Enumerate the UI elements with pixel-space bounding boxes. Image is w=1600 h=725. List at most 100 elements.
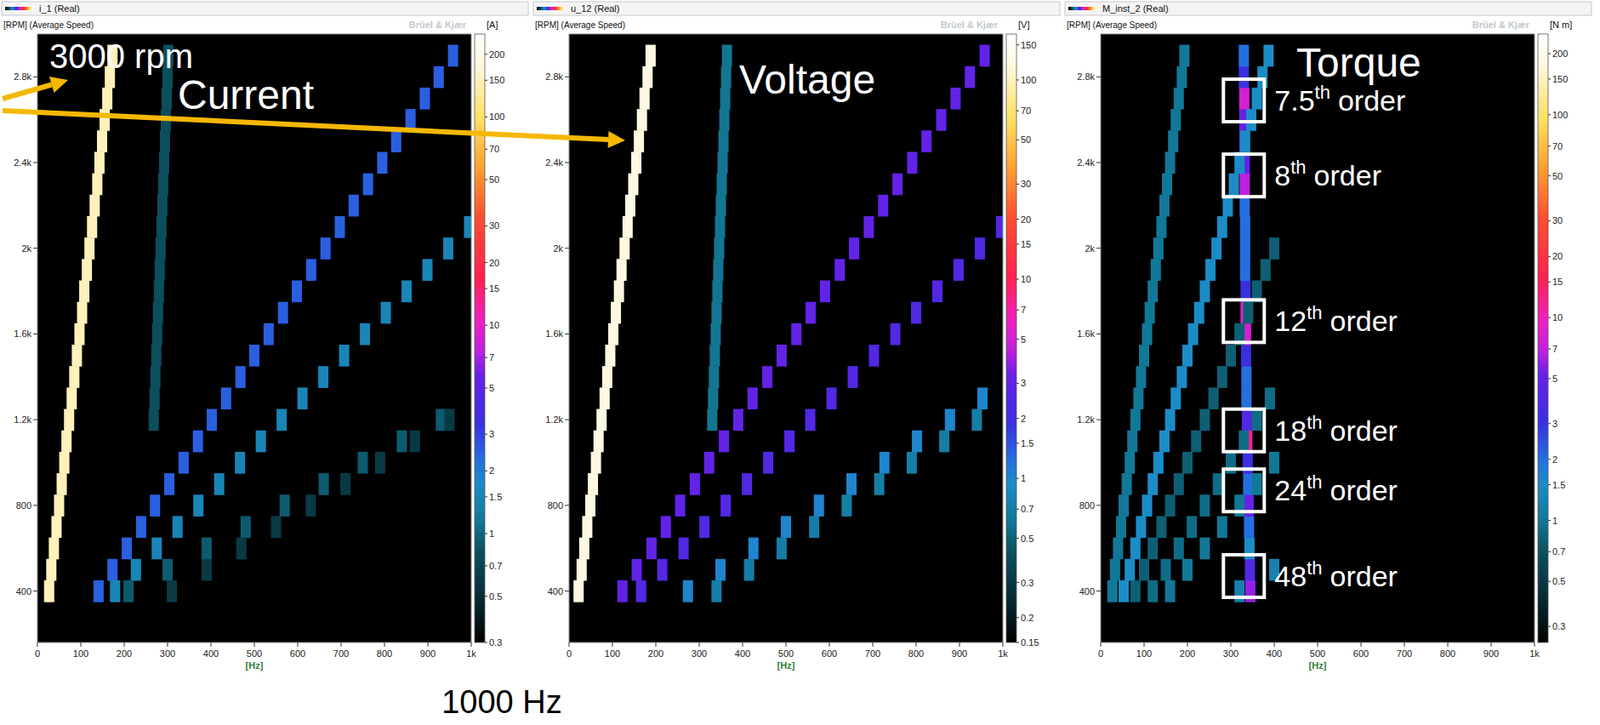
colorbar-tick-label: 2: [489, 465, 495, 476]
channel-name: i_1 (Real): [39, 3, 80, 14]
cell: [625, 194, 636, 217]
cell: [1238, 430, 1249, 453]
cell: [714, 216, 725, 239]
y-tick: [33, 590, 38, 592]
colorbar-tick-label: 15: [1552, 276, 1563, 287]
y-tick: [564, 247, 570, 249]
cell: [1127, 430, 1138, 453]
colorbar-tick-label: 1.5: [489, 491, 502, 502]
y-tick-label: 2k: [1084, 243, 1095, 254]
panel: i_1 (Real)[RPM] (Average Speed)Brüel & K…: [1, 1, 529, 671]
cell: [1135, 515, 1146, 538]
cell: [657, 558, 668, 581]
cell: [604, 344, 615, 367]
cell: [805, 301, 816, 325]
plot-frame: [37, 34, 472, 643]
cell: [699, 515, 710, 538]
x-tick-label: 900: [420, 648, 436, 659]
cell: [1173, 537, 1185, 560]
cell: [159, 151, 170, 174]
y-tick-label: 400: [16, 586, 32, 597]
cell: [622, 216, 633, 239]
cell: [1153, 451, 1164, 474]
colorbar-tick: [1016, 279, 1020, 280]
cell: [201, 537, 212, 560]
cell: [1161, 173, 1173, 196]
cell: [1208, 387, 1219, 410]
colorbar-tick-label: 0.3: [489, 637, 502, 648]
colorbar-tick-label: 2: [1552, 454, 1558, 465]
colorbar-tick: [484, 324, 488, 326]
colorbar-tick: [484, 564, 488, 566]
cell: [348, 194, 359, 217]
cell: [704, 451, 715, 474]
y-tick-label: 2.4k: [545, 157, 564, 168]
cell: [123, 580, 134, 603]
y-tick: [564, 162, 570, 164]
cell: [154, 258, 166, 281]
order-word: order: [1338, 84, 1406, 117]
cell: [433, 66, 445, 89]
x-tick-label: 500: [1309, 648, 1326, 659]
cell: [156, 216, 167, 239]
x-tick-label: 400: [203, 648, 219, 659]
colorbar-tick: [1548, 422, 1551, 424]
cell: [1147, 280, 1158, 303]
x-tick: [1144, 642, 1145, 647]
cell: [166, 580, 177, 603]
y-tick: [564, 76, 570, 78]
colorbar-tick: [1016, 537, 1020, 539]
cell: [1130, 580, 1141, 603]
cell: [1252, 472, 1263, 496]
panel: M_inst_2 (Real)[RPM] (Average Speed)Brüe…: [1064, 1, 1592, 671]
order-box: [1223, 153, 1265, 197]
colorbar-tick: [1016, 508, 1020, 510]
x-tick: [124, 642, 126, 647]
cell: [977, 387, 988, 410]
x-tick: [1100, 642, 1102, 647]
cell: [1217, 216, 1228, 239]
colorbar-tick: [484, 642, 488, 644]
cell: [921, 130, 932, 153]
y-tick-label: 1.6k: [13, 328, 32, 339]
x-tick: [1404, 642, 1406, 647]
colorbar-tick: [1016, 338, 1020, 340]
y-tick-label: 2k: [552, 243, 564, 254]
colorbar-tick: [484, 148, 488, 150]
order-box: [1223, 299, 1265, 342]
cells: [573, 45, 1003, 603]
cell: [306, 258, 317, 281]
cell: [585, 494, 596, 517]
colorbar-tick: [1548, 348, 1551, 350]
y-tick-label: 2.8k: [1076, 71, 1095, 82]
cell: [1205, 258, 1216, 281]
cell: [713, 237, 724, 260]
order-suffix: th: [1306, 301, 1322, 324]
colorbar-tick: [1548, 458, 1551, 460]
cell: [1238, 45, 1249, 68]
cell: [318, 472, 330, 496]
cell: [744, 558, 755, 581]
cell: [149, 494, 160, 517]
cell: [1155, 216, 1167, 239]
order-word: order: [1329, 559, 1397, 593]
y-tick-label: 1.2k: [1076, 414, 1095, 425]
colorbar-tick: [1016, 417, 1020, 419]
colorbar-tick: [484, 357, 488, 359]
x-tick-label: 800: [1440, 648, 1456, 659]
cell: [1142, 323, 1153, 346]
cell: [579, 537, 590, 560]
colorbar-tick: [1548, 256, 1551, 257]
colorbar-tick: [1016, 110, 1020, 112]
cell: [77, 301, 88, 325]
cell: [79, 280, 90, 303]
y-tick: [1096, 162, 1101, 164]
cell: [936, 108, 947, 131]
colorbar-tick: [484, 288, 488, 290]
colorbar-tick-label: 0.7: [489, 560, 502, 571]
x-tick: [341, 642, 342, 647]
cell: [157, 194, 168, 217]
order-label: 18thorder: [1274, 411, 1398, 447]
cell: [1199, 494, 1210, 517]
cell: [1264, 387, 1276, 410]
